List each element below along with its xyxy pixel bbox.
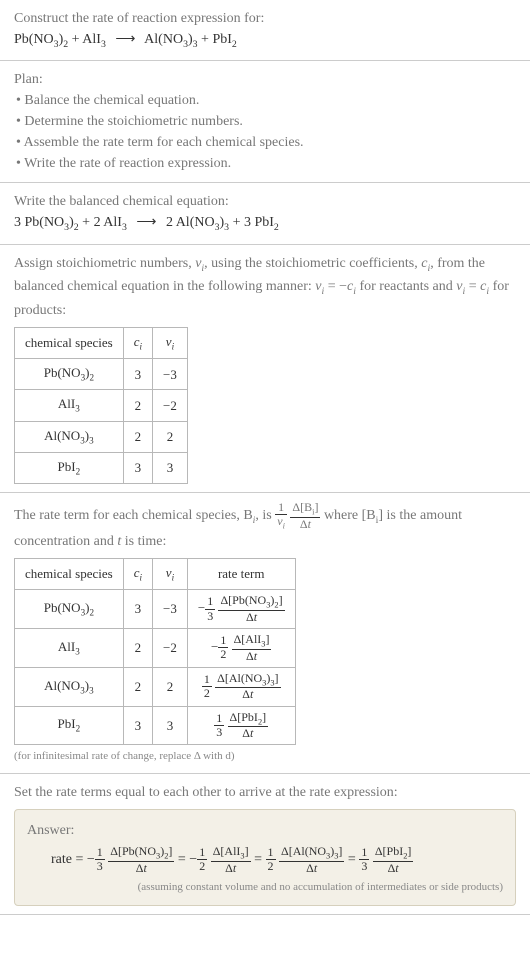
product-2: PbI2: [212, 32, 236, 47]
table-row: Al(NO3)322 12 Δ[Al(NO3)3]Δt: [15, 667, 296, 706]
rate-term-cell: 13 Δ[PbI2]Δt: [187, 706, 295, 745]
intro-section: Construct the rate of reaction expressio…: [0, 0, 530, 61]
table-row: PbI233: [15, 452, 188, 483]
species-cell: Al(NO3)3: [15, 421, 124, 452]
stoich-table: chemical species ci νi Pb(NO3)23−3 AlI32…: [14, 327, 188, 484]
arrow-icon: ⟶: [130, 215, 162, 230]
table-row: Pb(NO3)23−3 −13 Δ[Pb(NO3)2]Δt: [15, 590, 296, 629]
rateterm-text: The rate term for each chemical species,…: [14, 501, 516, 552]
plan-item: Assemble the rate term for each chemical…: [16, 132, 516, 153]
arrow-icon: ⟶: [109, 32, 141, 47]
answer-box: Answer: rate = −13 Δ[Pb(NO3)2]Δt = −12 Δ…: [14, 809, 516, 906]
rateterm-section: The rate term for each chemical species,…: [0, 493, 530, 774]
table-row: PbI233 13 Δ[PbI2]Δt: [15, 706, 296, 745]
rate-term-cell: 12 Δ[Al(NO3)3]Δt: [187, 667, 295, 706]
col-species: chemical species: [15, 327, 124, 358]
rate-expression: rate = −13 Δ[Pb(NO3)2]Δt = −12 Δ[AlI3]Δt…: [27, 845, 503, 875]
reactant-2: AlI3: [82, 32, 106, 47]
intro-prompt: Construct the rate of reaction expressio…: [14, 8, 516, 29]
col-nui: νi: [153, 327, 188, 358]
assign-section: Assign stoichiometric numbers, νi, using…: [0, 245, 530, 493]
table-header-row: chemical species ci νi: [15, 327, 188, 358]
final-header: Set the rate terms equal to each other t…: [14, 782, 516, 803]
assign-text: Assign stoichiometric numbers, νi, using…: [14, 253, 516, 321]
balanced-equation: 3 Pb(NO3)2 + 2 AlI3 ⟶ 2 Al(NO3)3 + 3 PbI…: [14, 212, 516, 235]
rate-term-cell: −13 Δ[Pb(NO3)2]Δt: [187, 590, 295, 629]
table-row: Pb(NO3)23−3: [15, 359, 188, 390]
fraction: Δ[Bi]Δt: [290, 501, 320, 531]
table-row: AlI32−2 −12 Δ[AlI3]Δt: [15, 628, 296, 667]
table-header-row: chemical species ci νi rate term: [15, 558, 296, 589]
fraction: 1νi: [275, 501, 287, 531]
col-ci: ci: [123, 327, 152, 358]
rate-term-cell: −12 Δ[AlI3]Δt: [187, 628, 295, 667]
plan-item: Determine the stoichiometric numbers.: [16, 111, 516, 132]
species-cell: PbI2: [15, 452, 124, 483]
answer-note: (assuming constant volume and no accumul…: [27, 879, 503, 896]
table-row: Al(NO3)322: [15, 421, 188, 452]
plan-list: Balance the chemical equation. Determine…: [14, 90, 516, 174]
rate-table: chemical species ci νi rate term Pb(NO3)…: [14, 558, 296, 745]
reactant-1: Pb(NO3)2: [14, 32, 68, 47]
species-cell: Pb(NO3)2: [15, 359, 124, 390]
balanced-section: Write the balanced chemical equation: 3 …: [0, 183, 530, 244]
intro-equation: Pb(NO3)2 + AlI3 ⟶ Al(NO3)3 + PbI2: [14, 29, 516, 52]
plan-header: Plan:: [14, 69, 516, 90]
final-section: Set the rate terms equal to each other t…: [0, 774, 530, 915]
balanced-header: Write the balanced chemical equation:: [14, 191, 516, 212]
infinitesimal-note: (for infinitesimal rate of change, repla…: [14, 748, 516, 765]
species-cell: AlI3: [15, 390, 124, 421]
table-row: AlI32−2: [15, 390, 188, 421]
plan-item: Write the rate of reaction expression.: [16, 153, 516, 174]
plan-item: Balance the chemical equation.: [16, 90, 516, 111]
product-1: Al(NO3)3: [144, 32, 197, 47]
answer-header: Answer:: [27, 820, 503, 841]
plan-section: Plan: Balance the chemical equation. Det…: [0, 61, 530, 183]
